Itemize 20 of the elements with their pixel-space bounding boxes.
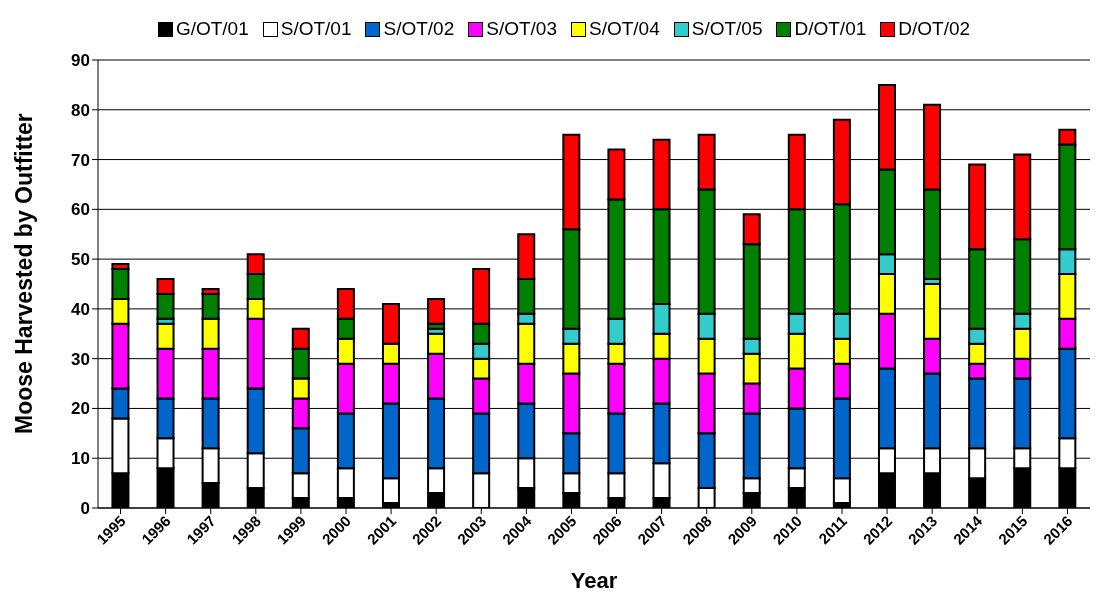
- y-tick-label: 40: [71, 299, 90, 319]
- y-tick-label: 60: [71, 200, 90, 220]
- legend-label: D/OT/02: [898, 18, 971, 40]
- y-axis-title: Moose Harvested by Outfitter: [11, 113, 38, 434]
- y-tick-label: 80: [71, 100, 90, 120]
- y-tick-label: 20: [71, 399, 90, 419]
- x-axis-title: Year: [570, 568, 618, 593]
- legend-label: D/OT/01: [794, 18, 867, 40]
- legend-label: S/OT/03: [486, 18, 557, 40]
- y-tick-label: 50: [71, 250, 90, 270]
- legend-label: G/OT/01: [175, 18, 249, 40]
- y-tick-label: 10: [71, 449, 90, 469]
- legend-label: S/OT/01: [280, 18, 352, 40]
- legend-label: S/OT/02: [383, 18, 455, 40]
- y-tick-label: 70: [71, 150, 90, 170]
- y-tick-label: 0: [80, 499, 90, 519]
- legend-label: S/OT/04: [588, 18, 660, 40]
- legend-label: S/OT/05: [691, 18, 763, 40]
- y-tick-label: 90: [71, 51, 90, 71]
- y-tick-label: 30: [71, 349, 90, 369]
